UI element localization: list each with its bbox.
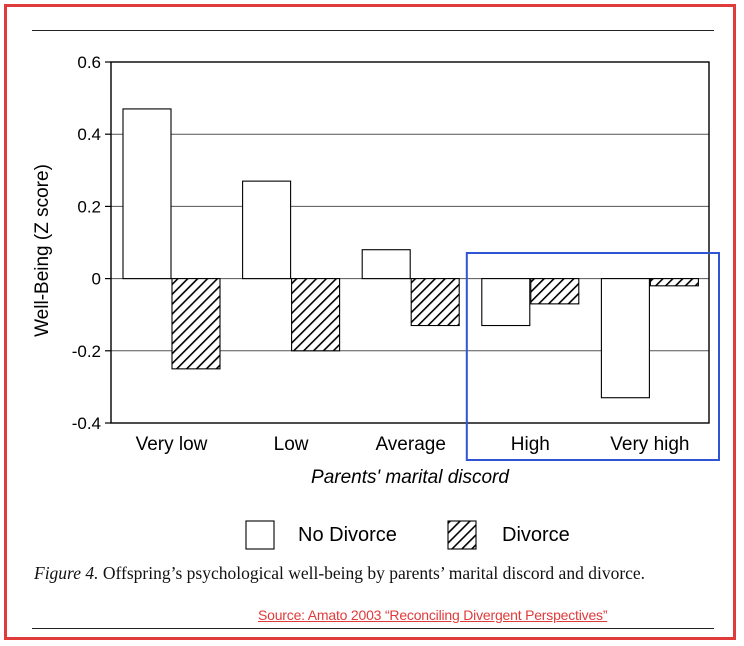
legend-label: No Divorce — [298, 524, 397, 546]
legend: No Divorce Divorce — [245, 520, 570, 550]
bar-no-divorce — [361, 249, 411, 280]
x-axis-ticks: Very low Low Average High Very high — [136, 434, 690, 455]
bar-divorce — [171, 278, 221, 370]
x-tick-label: High — [511, 434, 550, 455]
bar-divorce — [649, 278, 699, 287]
legend-label: Divorce — [502, 524, 570, 546]
x-tick-label: Very low — [136, 434, 208, 455]
bar-no-divorce — [600, 278, 650, 399]
y-tick-label: 0 — [92, 270, 101, 289]
bar-no-divorce — [242, 180, 292, 280]
legend-swatch-divorce — [447, 520, 477, 550]
bars — [122, 108, 699, 399]
y-tick-label: -0.4 — [72, 414, 101, 433]
bar-divorce — [530, 278, 580, 305]
caption-text: Offspring’s psychological well-being by … — [98, 563, 646, 583]
bar-no-divorce — [481, 278, 531, 327]
y-tick-label: 0.6 — [77, 53, 101, 72]
figure-caption: Figure 4. Offspring’s psychological well… — [34, 563, 716, 584]
legend-swatch-no-divorce — [245, 520, 275, 550]
x-axis-label: Parents' marital discord — [311, 467, 510, 488]
highlight-box — [465, 252, 720, 461]
y-tick-label: 0.4 — [77, 125, 101, 144]
x-tick-label: Average — [375, 434, 445, 455]
bottom-rule — [32, 628, 714, 629]
caption-label: Figure 4. — [34, 563, 99, 583]
x-tick-label: Low — [274, 434, 309, 455]
bar-divorce — [291, 278, 341, 352]
bar-chart: -0.4 -0.2 0 0.2 0.4 0.6 Very low Low Average Hig… — [32, 53, 720, 550]
x-tick-label: Very high — [610, 434, 689, 455]
y-axis-label: Well-Being (Z score) — [32, 164, 53, 337]
y-axis-ticks: -0.4 -0.2 0 0.2 0.4 0.6 — [72, 53, 111, 433]
y-tick-label: 0.2 — [77, 197, 101, 216]
y-tick-label: -0.2 — [72, 342, 101, 361]
bar-no-divorce — [122, 108, 172, 280]
bar-divorce — [410, 278, 460, 327]
image-frame — [4, 4, 736, 640]
plot-area — [110, 61, 710, 424]
top-rule — [32, 30, 714, 31]
source-citation: Source: Amato 2003 “Reconciling Divergen… — [258, 607, 608, 623]
